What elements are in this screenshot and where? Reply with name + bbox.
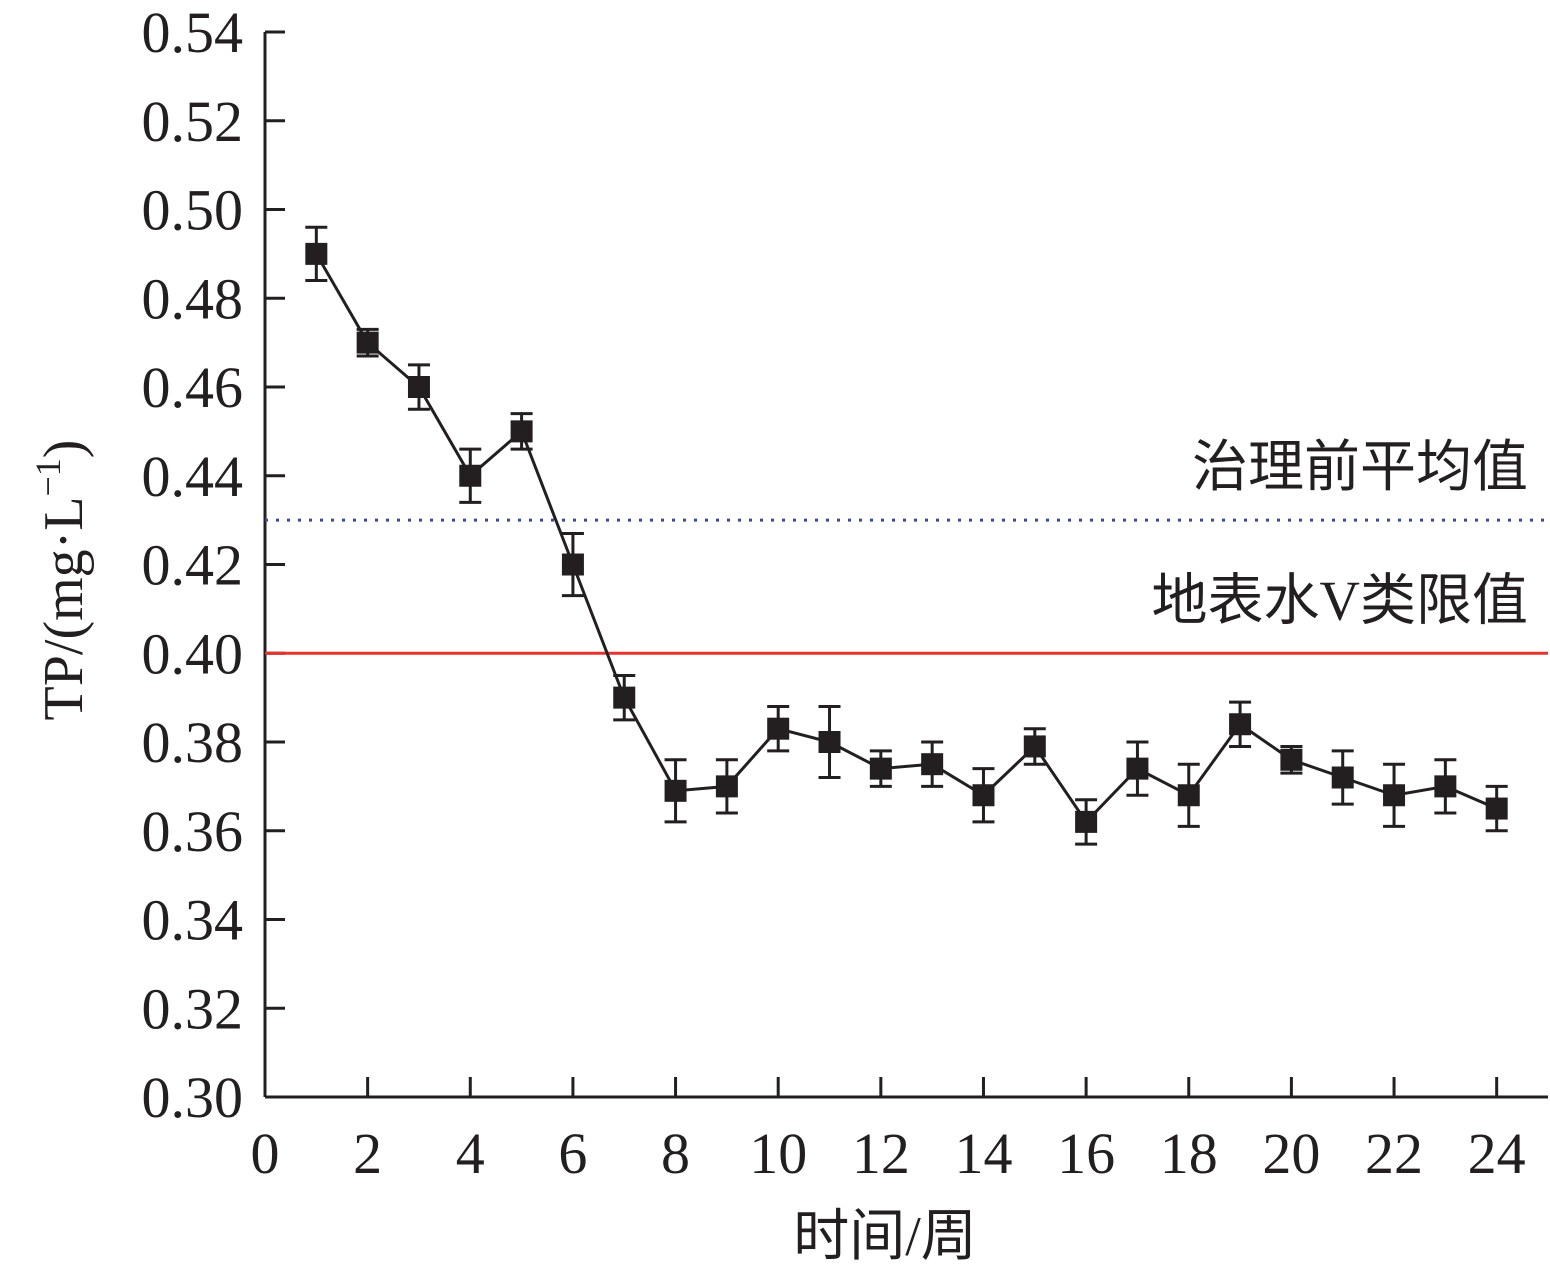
x-tick-label: 16 <box>1057 1121 1115 1186</box>
data-series <box>305 225 1508 846</box>
data-point <box>1075 810 1098 833</box>
data-point <box>972 784 995 807</box>
y-axis-label-close: ) <box>33 440 95 459</box>
x-tick-label: 20 <box>1262 1121 1320 1186</box>
reference-line-label: 治理前平均值 <box>1192 437 1528 499</box>
y-axis-label: TP/(mg·L−1) <box>28 440 95 721</box>
data-point <box>1280 748 1303 771</box>
x-tick-label: 0 <box>251 1121 280 1186</box>
y-axis-label-sup: −1 <box>28 458 68 496</box>
data-point <box>1434 775 1457 798</box>
y-tick-label: 0.48 <box>142 266 244 331</box>
y-tick-label: 0.50 <box>142 178 244 243</box>
x-tick-label: 22 <box>1365 1121 1423 1186</box>
reference-line-label: 地表水V类限值 <box>1152 570 1528 632</box>
data-point <box>510 420 533 443</box>
x-tick-label: 12 <box>852 1121 910 1186</box>
y-tick-label: 0.34 <box>142 888 244 953</box>
y-tick-label: 0.38 <box>142 710 244 775</box>
y-tick-label: 0.46 <box>142 355 244 420</box>
y-tick-label: 0.42 <box>142 533 244 598</box>
data-point <box>664 779 687 802</box>
data-point <box>459 464 482 487</box>
data-point <box>561 553 584 576</box>
x-tick-label: 2 <box>353 1121 382 1186</box>
data-point <box>1383 784 1406 807</box>
y-tick-label: 0.36 <box>142 799 244 864</box>
data-point <box>407 376 430 398</box>
axes: 0.30 0.32 0.34 0.36 0.38 0.40 0.42 0.44 0.46 0.48… <box>142 0 1548 1186</box>
data-point <box>1485 797 1508 820</box>
x-tick-label: 8 <box>661 1121 690 1186</box>
data-point <box>1023 735 1046 758</box>
x-tick-label: 6 <box>558 1121 587 1186</box>
x-tick-label: 10 <box>749 1121 807 1186</box>
y-tick-label: 0.30 <box>142 1065 244 1130</box>
data-point <box>869 757 892 780</box>
data-point <box>613 686 636 709</box>
data-point <box>1177 784 1200 807</box>
x-tick-label: 18 <box>1160 1121 1218 1186</box>
data-point <box>356 331 379 354</box>
y-tick-label: 0.40 <box>142 621 244 686</box>
data-point <box>767 717 790 740</box>
axis-labels: 时间/周 TP/(mg·L−1) <box>28 440 977 1268</box>
data-point <box>305 242 328 265</box>
data-point <box>1126 757 1149 780</box>
y-tick-label: 0.44 <box>142 444 244 509</box>
data-point <box>715 775 738 798</box>
x-tick-label: 4 <box>456 1121 485 1186</box>
y-axis-label-main: TP/(mg·L <box>33 496 95 720</box>
data-point <box>818 731 841 753</box>
series-line <box>315 253 1498 825</box>
data-point <box>1331 766 1354 789</box>
y-tick-label: 0.52 <box>142 89 244 154</box>
y-tick-label: 0.32 <box>142 976 244 1041</box>
x-tick-label: 14 <box>954 1121 1012 1186</box>
x-axis-label: 时间/周 <box>793 1206 977 1268</box>
data-point <box>1229 713 1252 736</box>
y-tick-label: 0.54 <box>142 0 244 65</box>
x-tick-label: 24 <box>1468 1121 1526 1186</box>
data-point <box>921 753 944 776</box>
